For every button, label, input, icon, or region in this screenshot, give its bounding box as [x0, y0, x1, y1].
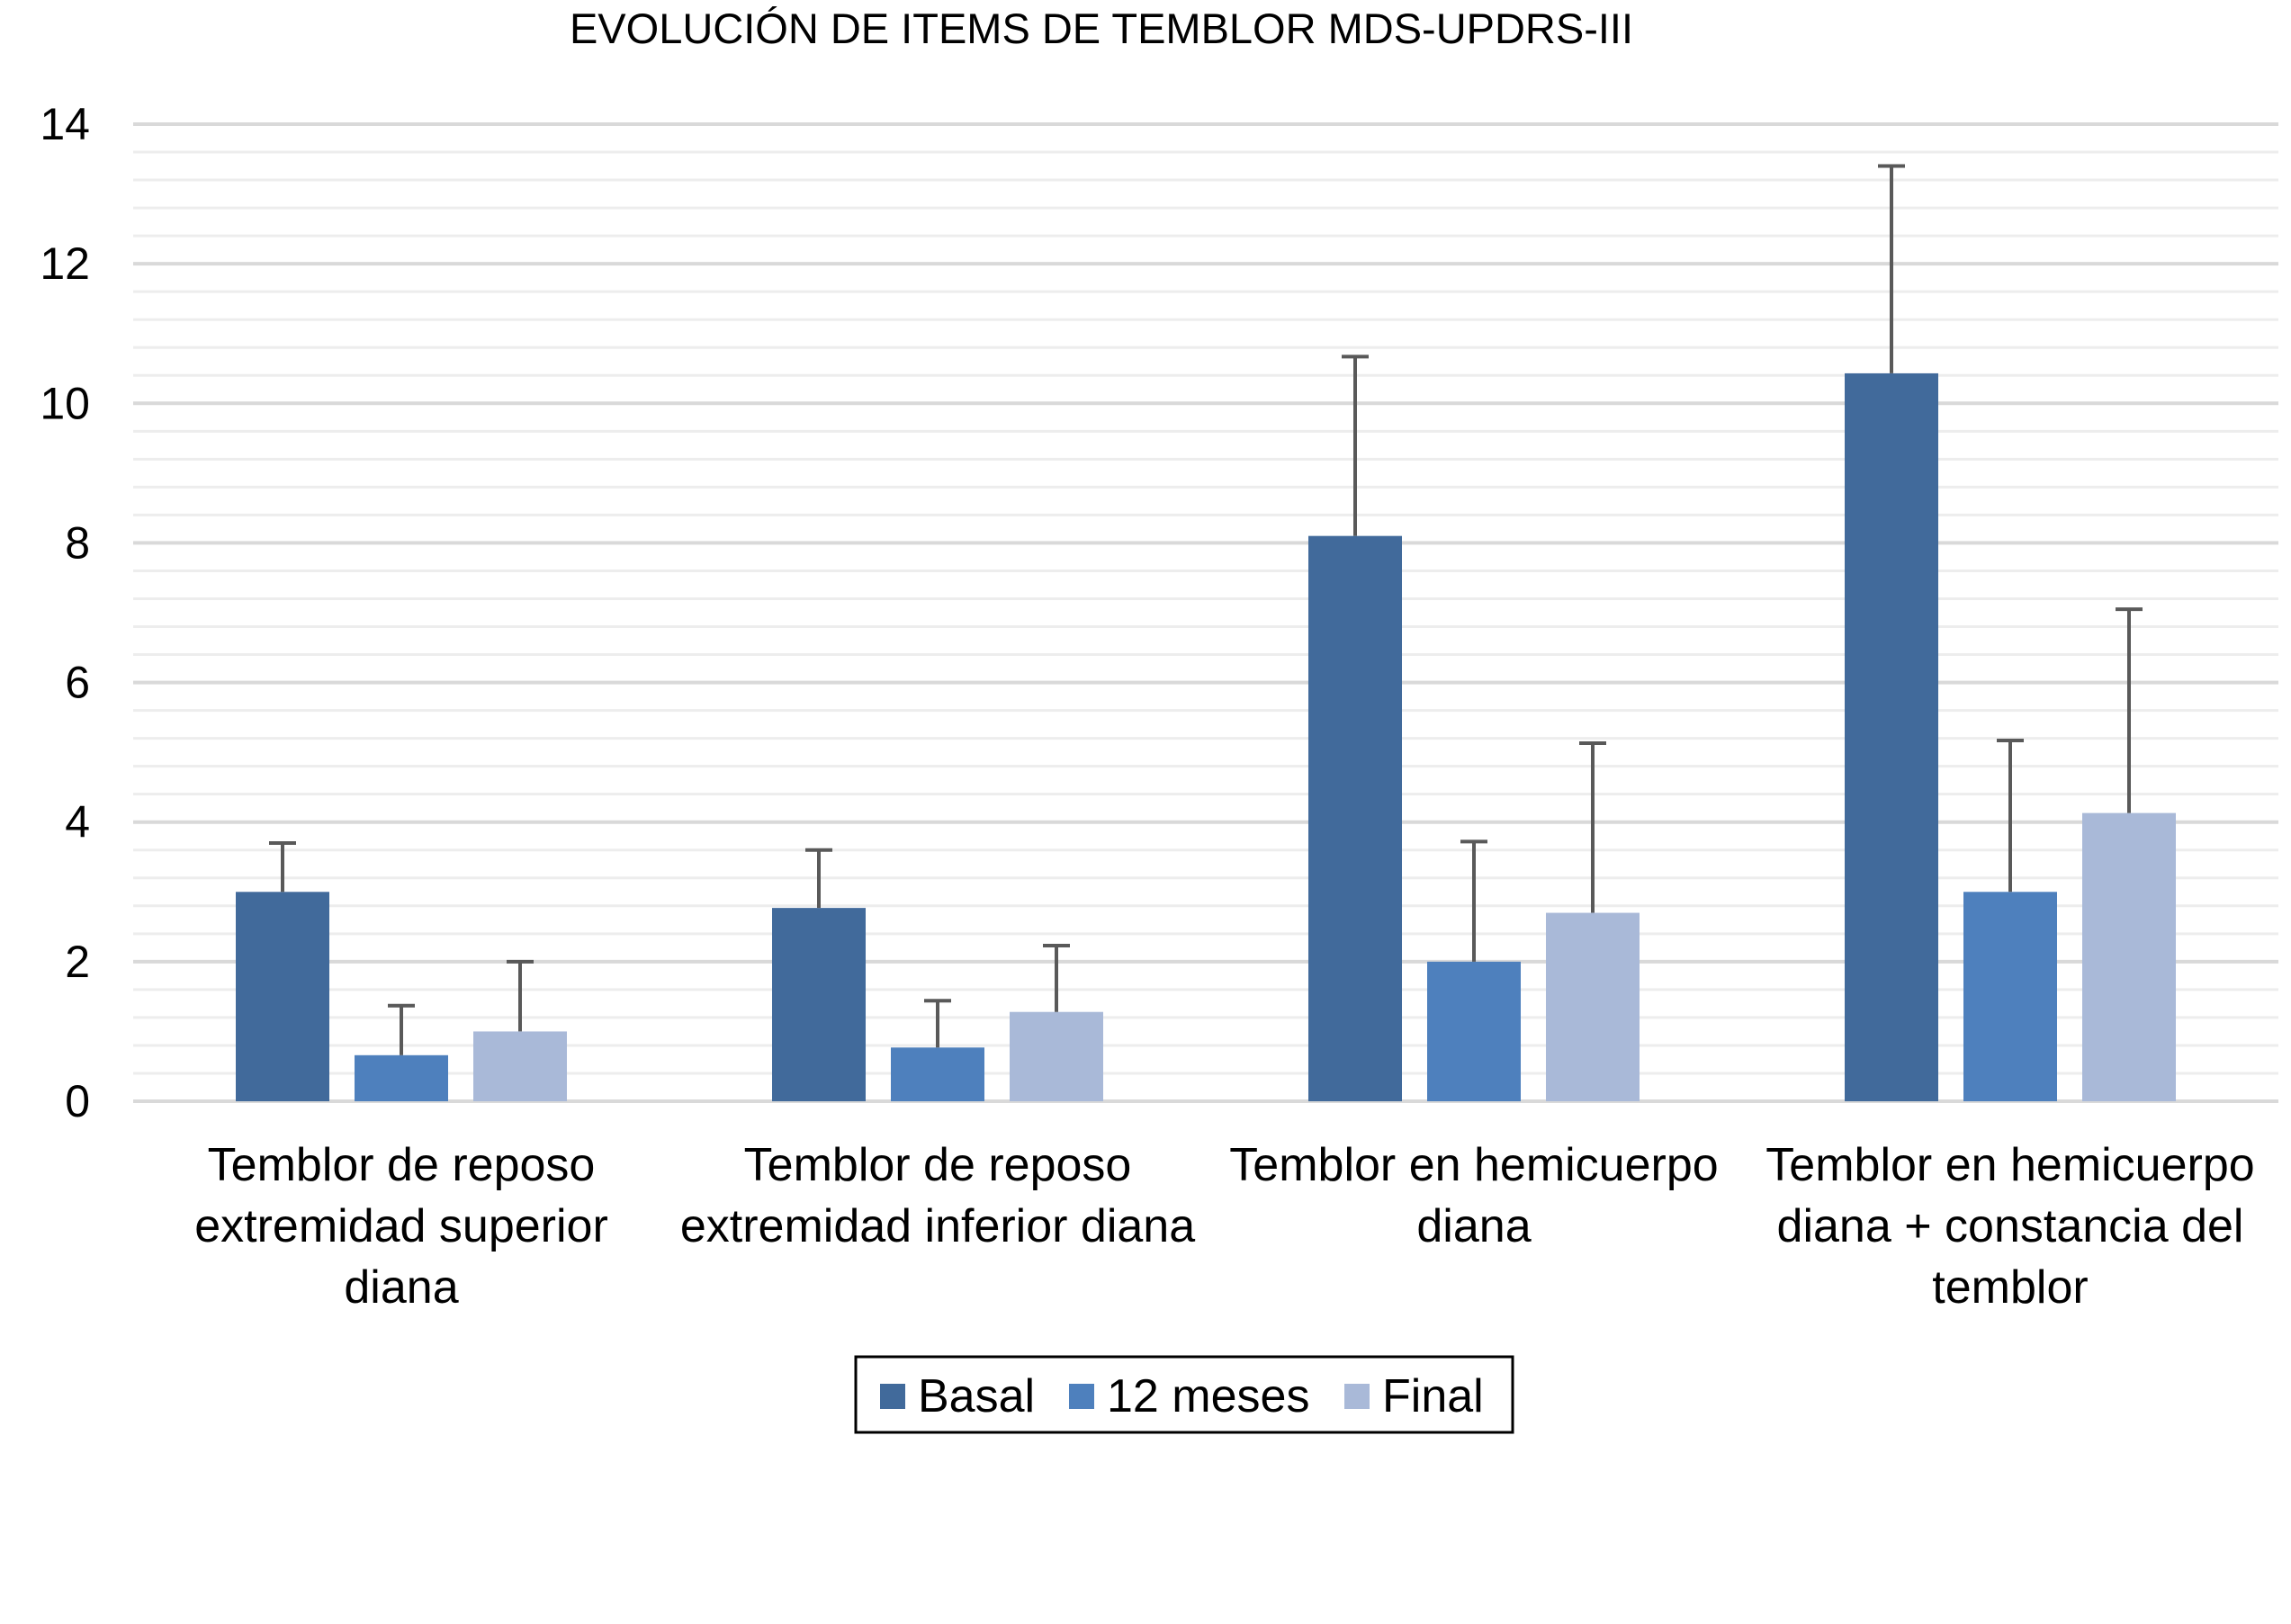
bar-basal: [772, 908, 866, 1101]
x-category-label-line: extremidad inferior diana: [680, 1200, 1195, 1252]
x-category-label-line: Temblor en hemicuerpo: [1765, 1139, 2254, 1191]
chart-title: EVOLUCIÓN DE ITEMS DE TEMBLOR MDS-UPDRS-…: [570, 4, 1633, 52]
x-category-label-line: extremidad superior: [194, 1200, 608, 1252]
bar-12-meses: [891, 1047, 984, 1101]
bar-final: [1010, 1011, 1103, 1101]
legend: Basal 12 meses Final: [854, 1355, 1514, 1434]
legend-label: 12 meses: [1107, 1370, 1309, 1422]
bar-final: [1546, 912, 1640, 1101]
y-tick-label: 12: [40, 238, 90, 289]
bar-basal: [1308, 535, 1402, 1101]
x-category-label-line: diana: [344, 1261, 458, 1314]
legend-label: Final: [1382, 1370, 1484, 1422]
x-category-label-line: Temblor en hemicuerpo: [1229, 1139, 1718, 1191]
legend-label: Basal: [918, 1370, 1035, 1422]
bar-12-meses: [1963, 892, 2057, 1101]
legend-box: [854, 1355, 1514, 1434]
x-category-label-line: Temblor de reposo: [744, 1139, 1132, 1191]
bar-basal: [236, 892, 329, 1101]
bar-final: [2082, 812, 2176, 1101]
y-tick-label: 14: [40, 99, 90, 149]
x-category-label: Temblor en hemicuerpo diana: [1229, 1139, 1718, 1252]
bar-12-meses: [1427, 961, 1521, 1101]
y-tick-label: 6: [65, 658, 90, 708]
y-tick-label: 4: [65, 797, 90, 848]
y-tick-label: 10: [40, 378, 90, 428]
y-tick-label: 8: [65, 517, 90, 568]
legend-swatch: [1344, 1384, 1370, 1409]
x-category-label-line: temblor: [1932, 1261, 2088, 1314]
x-category-label: Temblor de reposo extremidad superior dian…: [194, 1139, 608, 1314]
x-category-label: Temblor de reposo extremidad inferior dia…: [680, 1139, 1195, 1252]
x-axis-categories: Temblor de reposo extremidad superior dian…: [194, 1139, 2254, 1314]
y-tick-label: 2: [65, 937, 90, 987]
bar-basal: [1845, 372, 1938, 1101]
bar-12-meses: [355, 1054, 448, 1101]
legend-swatch: [1069, 1384, 1094, 1409]
error-bars: [269, 164, 2143, 1055]
bar-final: [473, 1031, 567, 1101]
x-category-label-line: Temblor de reposo: [208, 1139, 596, 1191]
legend-swatch: [880, 1384, 905, 1409]
x-category-label-line: diana + constancia del: [1777, 1200, 2244, 1252]
bars: [236, 372, 2176, 1101]
y-axis: 0 2 4 6 8 10 12 14: [40, 99, 90, 1126]
x-category-label: Temblor en hemicuerpo diana + constancia …: [1765, 1139, 2254, 1314]
gridlines: [133, 122, 2278, 1103]
x-category-label-line: diana: [1416, 1200, 1531, 1252]
y-tick-label: 0: [65, 1076, 90, 1126]
